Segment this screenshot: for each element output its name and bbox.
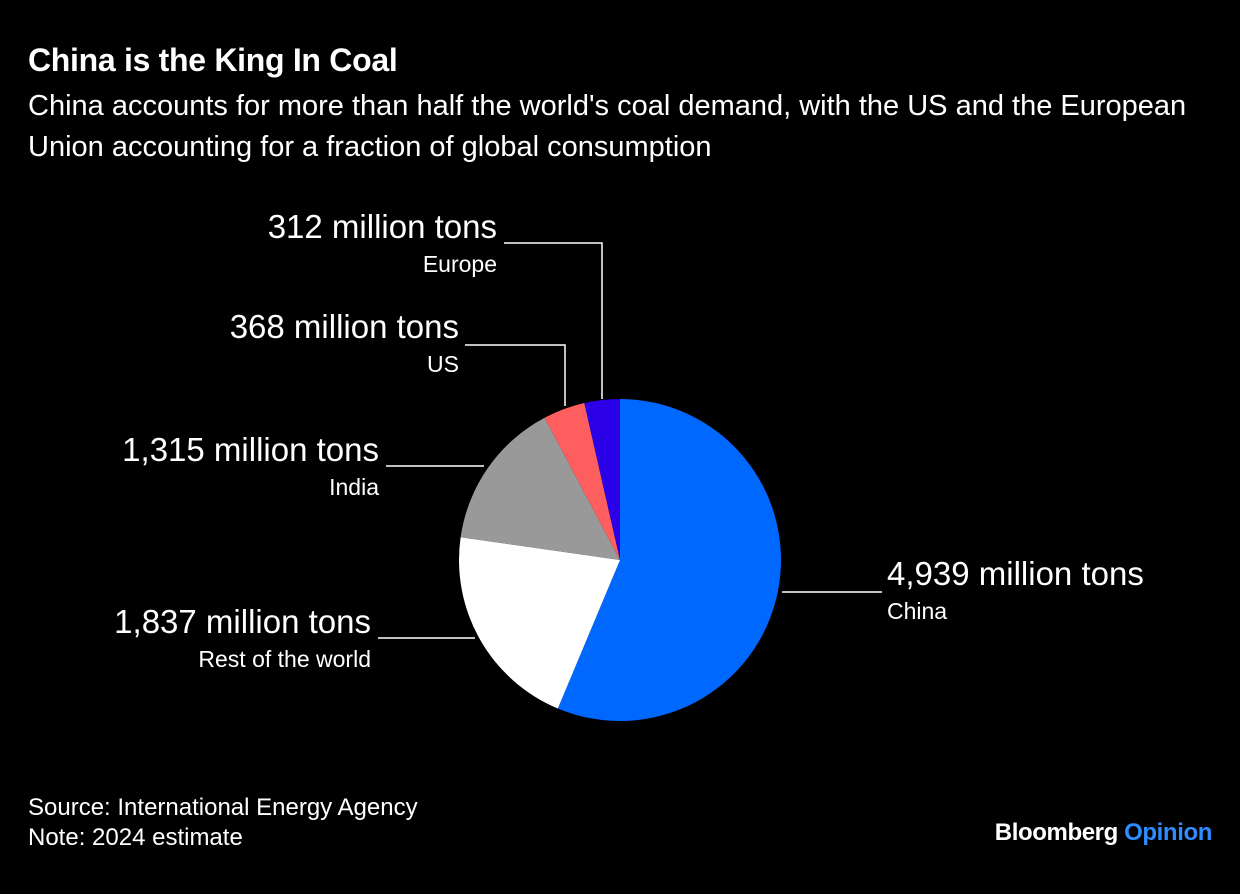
category-label-rest-of-the-world: Rest of the world	[198, 646, 371, 672]
category-label-china: China	[887, 598, 947, 624]
value-label-india: 1,315 million tons	[122, 431, 379, 468]
slice-labels: 4,939 million tons China 1,837 million ton…	[114, 208, 1144, 672]
brand-logo: Bloomberg Opinion	[994, 819, 1213, 847]
category-label-us: US	[427, 351, 459, 377]
pie-slice-rest-of-the-world	[458, 537, 620, 709]
source-note: Source: International Energy Agency	[28, 794, 418, 821]
pie-slice-europe	[584, 399, 620, 560]
leader-line-us	[465, 344, 566, 406]
brand-primary: Bloomberg	[994, 819, 1118, 846]
leader-line-europe	[504, 242, 603, 399]
pie-slice-us	[544, 403, 620, 560]
chart-title: China is the King In Coal	[28, 42, 398, 78]
estimate-note: Note: 2024 estimate	[28, 824, 243, 851]
category-label-india: India	[329, 474, 379, 500]
value-label-europe: 312 million tons	[268, 208, 497, 245]
value-label-china: 4,939 million tons	[887, 555, 1144, 592]
category-label-europe: Europe	[423, 251, 497, 277]
pie-slices	[458, 399, 782, 721]
value-label-us: 368 million tons	[230, 308, 459, 345]
value-label-rest-of-the-world: 1,837 million tons	[114, 603, 371, 640]
chart-subtitle: China accounts for more than half the wo…	[28, 90, 1187, 163]
pie-slice-india	[460, 417, 620, 560]
leader-lines	[378, 242, 882, 639]
pie-slice-china	[557, 399, 782, 721]
brand-secondary: Opinion	[1124, 819, 1212, 846]
